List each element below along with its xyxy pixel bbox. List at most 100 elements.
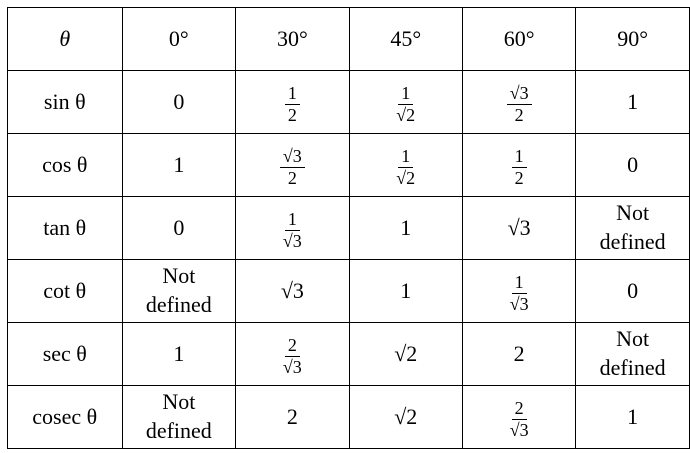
row-label: cot θ — [43, 277, 87, 303]
value-cell: 1 — [348, 259, 463, 323]
value-cell: 0 — [575, 133, 690, 197]
denominator: 2 — [287, 168, 297, 188]
numerator: 1 — [398, 83, 414, 105]
cell-text: √2 — [394, 340, 418, 366]
value-cell: √3 — [461, 196, 577, 260]
value-cell: 1 √3 — [235, 196, 350, 260]
header-text: θ — [59, 25, 71, 51]
denominator: √3 — [282, 231, 302, 251]
value-cell: Not defined — [575, 322, 690, 386]
value-cell: Not defined — [121, 259, 237, 323]
value-cell: √2 — [348, 322, 463, 386]
value-cell: 1 √3 — [461, 259, 577, 323]
fraction: 1 √3 — [510, 272, 529, 314]
numerator: √3 — [506, 83, 532, 105]
row-label: cosec θ — [32, 403, 98, 429]
cell-text: 2 — [513, 340, 525, 366]
numerator: 2 — [284, 335, 300, 357]
value-cell: 0 — [575, 259, 690, 323]
cell-text: Not defined — [145, 389, 212, 443]
fraction: √3 2 — [279, 146, 305, 188]
table-row: sec θ 1 2 √3 √2 2 Not defined — [7, 322, 690, 386]
row-label-cell: sec θ — [7, 322, 123, 386]
denominator: 2 — [514, 105, 524, 125]
row-label: cos θ — [42, 151, 88, 177]
value-cell: 1 √2 — [348, 133, 463, 197]
header-cell: 45° — [348, 7, 463, 71]
numerator: √3 — [279, 146, 305, 168]
value-cell: 1 — [575, 385, 690, 449]
header-cell: 60° — [461, 7, 577, 71]
denominator: √3 — [282, 357, 302, 377]
cell-text: 0 — [173, 88, 185, 114]
value-cell: 1 — [575, 70, 690, 134]
header-cell: 0° — [121, 7, 237, 71]
header-row: θ 0° 30° 45° 60° 90° — [7, 7, 690, 71]
table-row: sin θ 0 1 2 1 √2 √3 2 1 — [7, 70, 690, 134]
value-cell: 2 — [461, 322, 577, 386]
header-text: 45° — [390, 25, 422, 51]
cell-text: 2 — [286, 403, 298, 429]
denominator: √3 — [509, 420, 529, 440]
table-row: tan θ 0 1 √3 1 √3 Not defined — [7, 196, 690, 260]
numerator: 1 — [398, 146, 414, 168]
denominator: 2 — [514, 168, 524, 188]
cell-text: 1 — [173, 340, 185, 366]
row-label-cell: cot θ — [7, 259, 123, 323]
numerator: 1 — [284, 83, 300, 105]
numerator: 1 — [511, 146, 527, 168]
table-container: θ 0° 30° 45° 60° 90° sin θ 0 1 2 1 √2 √3 2 1 cos θ 1 √3 2 1… — [7, 7, 690, 449]
value-cell: 2 √3 — [235, 322, 350, 386]
row-label-cell: cosec θ — [7, 385, 123, 449]
header-text: 30° — [276, 25, 308, 51]
value-cell: 1 — [121, 322, 237, 386]
fraction: 1 √2 — [396, 83, 415, 125]
value-cell: √3 2 — [235, 133, 350, 197]
cell-text: √3 — [280, 277, 304, 303]
value-cell: √3 2 — [461, 70, 577, 134]
cell-text: 0 — [627, 151, 639, 177]
cell-text: 1 — [627, 403, 639, 429]
row-label: sin θ — [43, 88, 86, 114]
header-text: 90° — [617, 25, 649, 51]
cell-text: √2 — [394, 403, 418, 429]
value-cell: 1 — [121, 133, 237, 197]
cell-text: 1 — [400, 214, 412, 240]
denominator: √2 — [396, 168, 416, 188]
header-cell: 30° — [235, 7, 350, 71]
header-cell: 90° — [575, 7, 690, 71]
table-row: cos θ 1 √3 2 1 √2 1 2 0 — [7, 133, 690, 197]
value-cell: 0 — [121, 70, 237, 134]
row-label: sec θ — [42, 340, 87, 366]
header-text: 0° — [168, 25, 189, 51]
value-cell: 0 — [121, 196, 237, 260]
fraction: 1 √3 — [283, 209, 302, 251]
value-cell: Not defined — [575, 196, 690, 260]
value-cell: Not defined — [121, 385, 237, 449]
fraction: √3 2 — [506, 83, 532, 125]
value-cell: 1 — [348, 196, 463, 260]
row-label-cell: cos θ — [7, 133, 123, 197]
row-label-cell: sin θ — [7, 70, 123, 134]
denominator: √2 — [396, 105, 416, 125]
cell-text: Not defined — [599, 200, 666, 254]
numerator: 1 — [284, 209, 300, 231]
cell-text: Not defined — [599, 326, 666, 380]
numerator: 2 — [511, 398, 527, 420]
value-cell: 1 √2 — [348, 70, 463, 134]
cell-text: 0 — [627, 277, 639, 303]
table-row: cot θ Not defined √3 1 1 √3 0 — [7, 259, 690, 323]
fraction: 1 √2 — [396, 146, 415, 188]
value-cell: √3 — [235, 259, 350, 323]
denominator: 2 — [287, 105, 297, 125]
cell-text: Not defined — [145, 263, 212, 317]
header-cell: θ — [7, 7, 123, 71]
fraction: 2 √3 — [283, 335, 302, 377]
value-cell: 2 √3 — [461, 385, 577, 449]
cell-text: 1 — [627, 88, 639, 114]
